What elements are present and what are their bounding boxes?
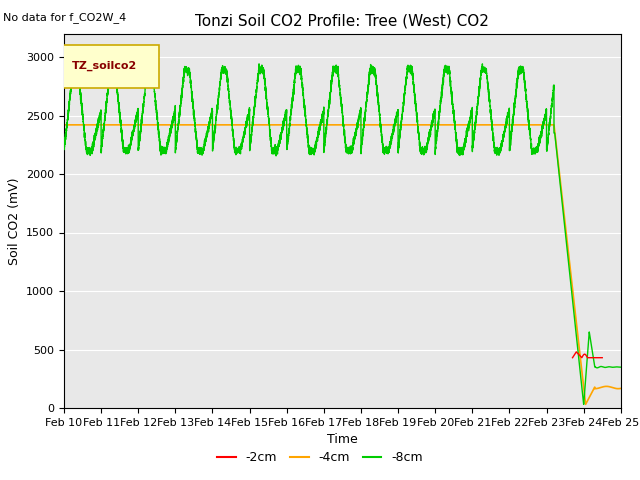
Text: No data for f_CO2W_4: No data for f_CO2W_4 [3, 12, 127, 23]
Title: Tonzi Soil CO2 Profile: Tree (West) CO2: Tonzi Soil CO2 Profile: Tree (West) CO2 [195, 13, 490, 28]
FancyBboxPatch shape [61, 45, 159, 88]
X-axis label: Time: Time [327, 433, 358, 446]
Y-axis label: Soil CO2 (mV): Soil CO2 (mV) [8, 177, 20, 264]
Legend: -2cm, -4cm, -8cm: -2cm, -4cm, -8cm [212, 446, 428, 469]
Text: TZ_soilco2: TZ_soilco2 [72, 61, 138, 72]
